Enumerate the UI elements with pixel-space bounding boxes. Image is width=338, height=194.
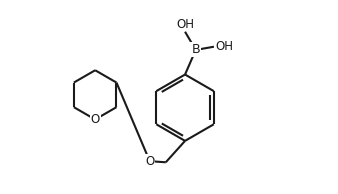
- Text: O: O: [145, 155, 154, 168]
- Text: B: B: [191, 43, 200, 56]
- Text: O: O: [91, 113, 100, 126]
- Text: OH: OH: [176, 18, 194, 31]
- Text: OH: OH: [215, 40, 233, 53]
